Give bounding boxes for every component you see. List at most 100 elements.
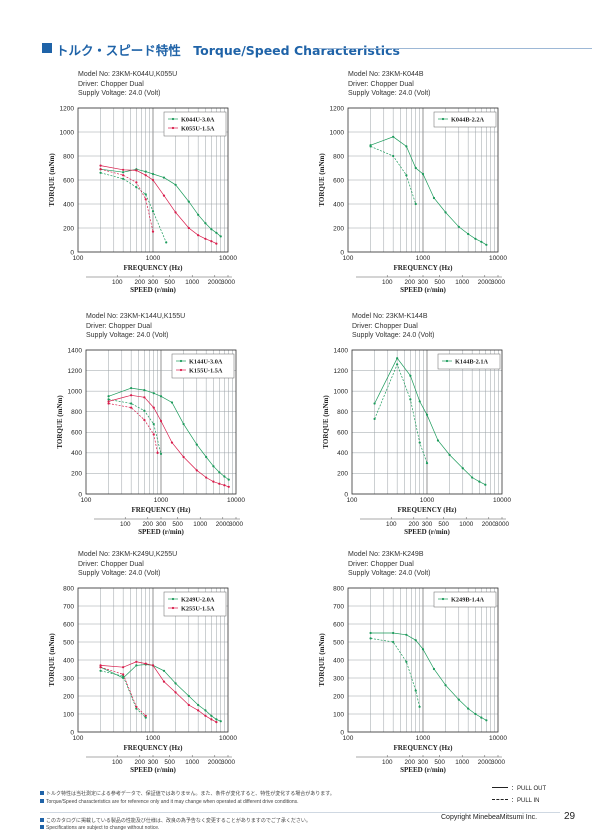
data-point	[414, 689, 417, 692]
speed-tick-label: 2000	[208, 279, 223, 286]
data-point	[107, 400, 110, 403]
data-point	[457, 698, 460, 701]
speed-tick-label: 3000	[491, 759, 506, 766]
series-line-pull-in	[100, 666, 146, 717]
data-point	[392, 640, 395, 644]
data-point	[151, 230, 155, 233]
chart-k249b: Model No: 23KM-K249B Driver: Chopper Dual…	[306, 550, 536, 782]
data-point	[444, 684, 447, 687]
data-point	[204, 714, 207, 717]
y-tick-label: 0	[78, 491, 82, 498]
pull-in-label: ：PULL IN	[511, 798, 540, 804]
data-point	[474, 237, 477, 240]
speed-tick-label: 500	[172, 521, 183, 528]
data-point	[107, 402, 110, 405]
data-point	[405, 174, 408, 177]
bullet-square-icon	[40, 825, 44, 829]
series-line-pull-in	[100, 670, 146, 718]
data-point	[174, 691, 177, 694]
speed-tick-label: 1000	[185, 759, 200, 766]
y-tick-label: 800	[333, 153, 344, 160]
data-point	[159, 395, 163, 398]
data-point	[461, 467, 464, 470]
data-point	[170, 441, 174, 444]
data-point	[187, 694, 190, 698]
speed-tick-label: 300	[422, 521, 433, 528]
speed-tick-label: 200	[405, 279, 416, 286]
data-point	[151, 664, 155, 667]
y-tick-label: 200	[71, 471, 82, 478]
data-point	[182, 422, 185, 426]
legend-swatch-point	[171, 606, 175, 610]
data-point	[223, 475, 226, 478]
y-tick-label: 0	[70, 249, 74, 256]
solid-line-icon	[492, 787, 508, 788]
chart-meta-line: Model No: 23KM-K249B	[348, 551, 424, 558]
data-point	[135, 705, 138, 708]
y-tick-label: 1400	[334, 347, 349, 354]
speed-tick-label: 2000	[478, 759, 493, 766]
data-point	[444, 211, 447, 214]
chart-meta-line: Model No: 23KM-K144U,K155U	[86, 313, 186, 320]
speed-tick-label: 1000	[455, 759, 470, 766]
y-tick-label: 0	[340, 729, 344, 736]
legend-swatch-point	[441, 597, 445, 601]
legend: K144B-2.1A	[437, 353, 501, 370]
data-point	[414, 639, 417, 642]
speed-tick-label: 300	[418, 279, 429, 286]
y-tick-label: 200	[337, 471, 348, 478]
y-tick-label: 700	[63, 603, 74, 610]
data-point	[467, 707, 470, 710]
data-point	[143, 389, 146, 392]
chart-svg: 0 200 400 600 800 1000 1200 100 1000 10000 FREQUEN…	[48, 105, 237, 294]
chart-meta-line: Driver: Chopper Dual	[348, 560, 414, 568]
footer-note-en-text: Specifications are subject to change wit…	[46, 825, 160, 831]
data-point	[471, 476, 474, 479]
data-point	[480, 716, 483, 719]
copyright: Copyright MinebeaMitsumi Inc.	[441, 814, 538, 821]
series-group	[99, 164, 222, 245]
speed-tick-label: 100	[382, 759, 393, 766]
data-point	[122, 171, 125, 174]
data-point	[219, 720, 222, 723]
chart-k144u-k155u: Model No: 23KM-K144U,K155U Driver: Choppe…	[44, 312, 274, 544]
legend-swatch-point	[179, 368, 183, 372]
data-point	[197, 709, 200, 712]
data-point	[162, 680, 166, 683]
chart-meta: Model No: 23KM-K144U,K155U Driver: Choppe…	[86, 312, 185, 341]
data-point	[135, 181, 138, 184]
speed-tick-label: 500	[438, 521, 449, 528]
y-axis-label: TORQUE (mNm)	[48, 153, 56, 207]
data-point	[405, 145, 408, 148]
series-group	[107, 386, 230, 488]
data-point	[162, 194, 166, 197]
y-tick-label: 1000	[68, 388, 83, 395]
speed-tick-label: 100	[386, 521, 397, 528]
data-point	[170, 401, 174, 404]
y-tick-label: 600	[333, 621, 344, 628]
speed-tick-label: 500	[164, 759, 175, 766]
data-point	[152, 392, 155, 395]
legend: K249U-2.0A K255U-1.5A	[163, 591, 227, 617]
speed-tick-label: 2000	[478, 279, 493, 286]
data-point	[405, 660, 408, 663]
data-point	[425, 462, 429, 465]
chart-meta-line: Model No: 23KM-K144B	[352, 313, 428, 320]
speed-tick-label: 1000	[459, 521, 474, 528]
y-tick-label: 0	[340, 249, 344, 256]
data-point	[215, 242, 218, 245]
speed-axis-label: SPEED (r/min)	[130, 286, 176, 294]
y-tick-label: 1200	[68, 368, 83, 375]
speed-tick-label: 500	[434, 759, 445, 766]
chart-meta-line: Supply Voltage: 24.0 (Volt)	[78, 90, 161, 97]
data-point	[197, 213, 200, 216]
data-point	[182, 455, 185, 459]
speed-tick-label: 2000	[216, 521, 231, 528]
legend-label: K044B-2.2A	[451, 116, 485, 123]
legend-label: K249B-1.4A	[451, 596, 485, 603]
series-line-pull-in	[100, 168, 154, 232]
x-axis-label: FREQUENCY (Hz)	[131, 506, 191, 514]
y-tick-label: 700	[333, 603, 344, 610]
chart-meta: Model No: 23KM-K044U,K055U Driver: Choppe…	[78, 70, 177, 99]
y-axis-label: TORQUE (mNm)	[48, 633, 56, 687]
